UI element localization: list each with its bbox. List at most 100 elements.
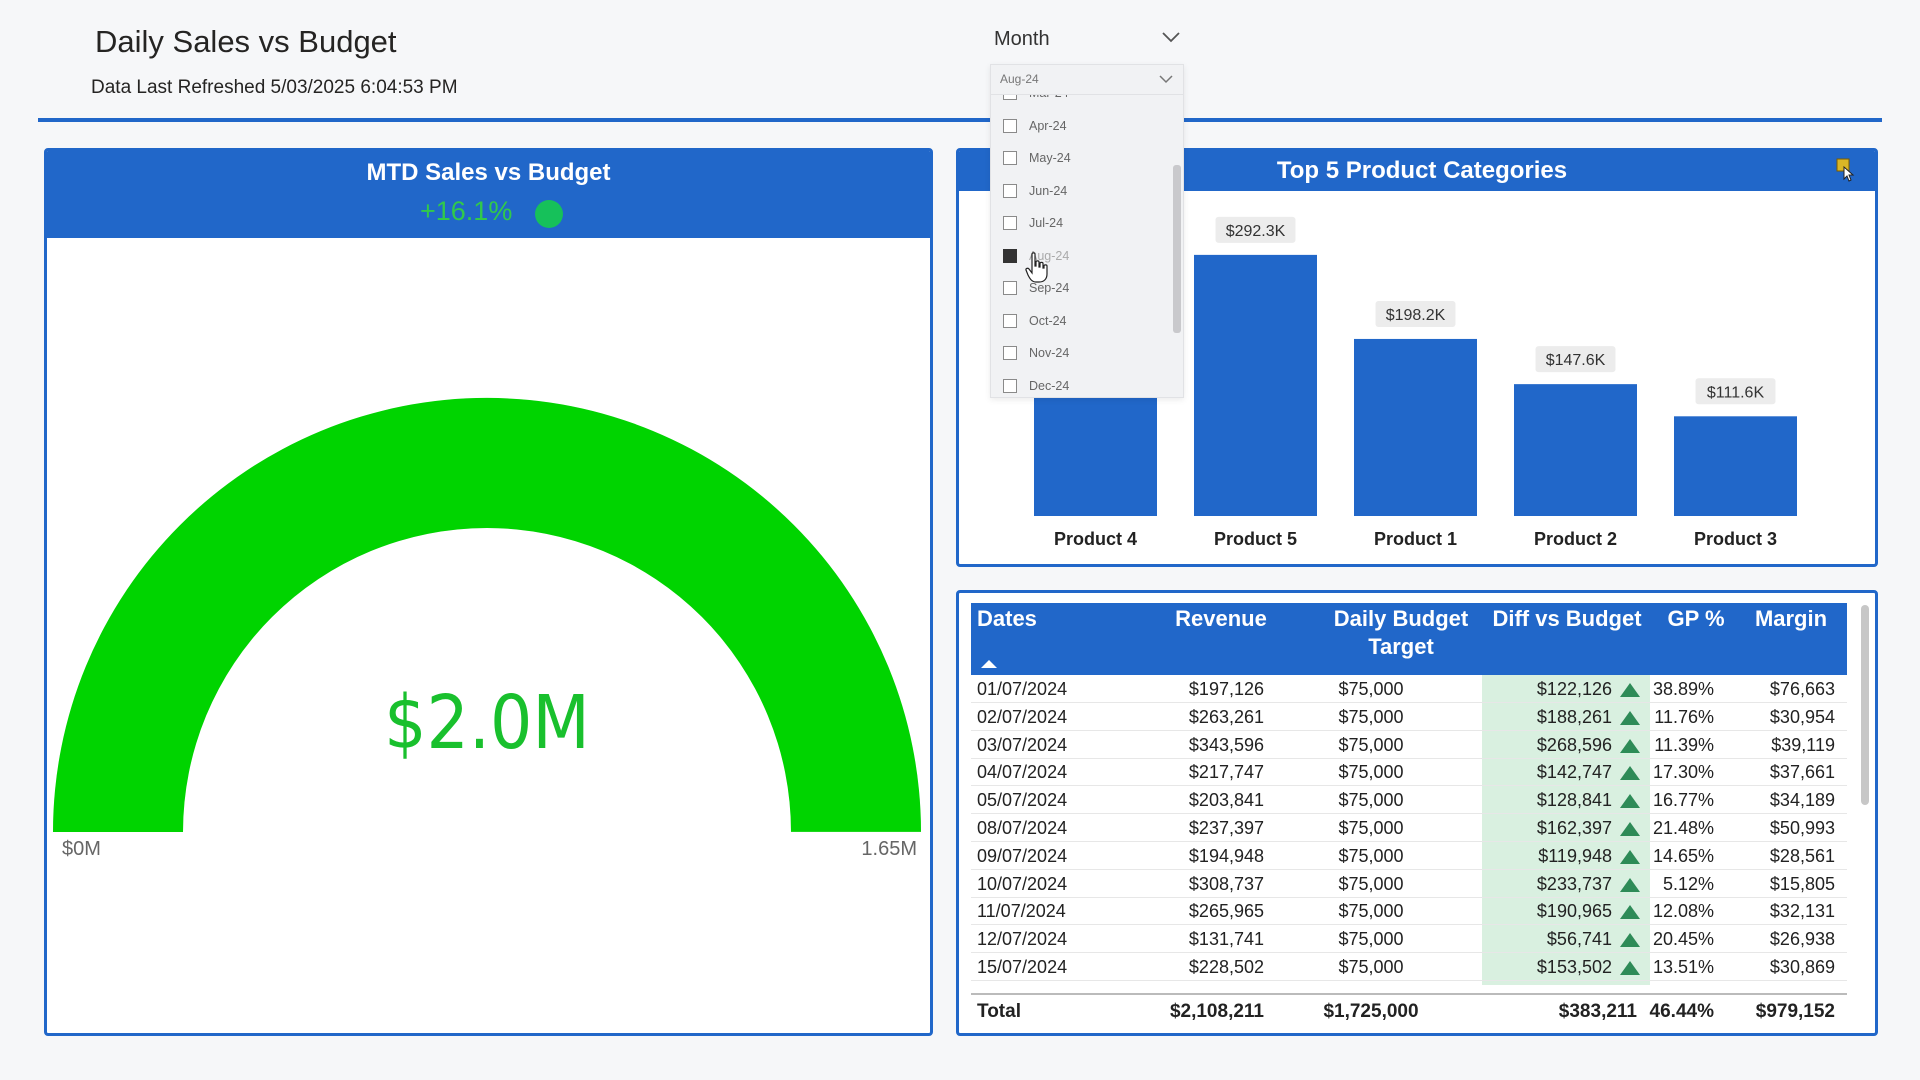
- up-arrow-icon: [1620, 738, 1640, 753]
- column-header[interactable]: Dates: [977, 606, 1037, 631]
- focus-mode-icon[interactable]: [1835, 157, 1857, 183]
- checkbox[interactable]: [1003, 346, 1017, 360]
- chevron-down-icon[interactable]: [1159, 74, 1173, 84]
- x-tick-label: Product 4: [1054, 529, 1137, 549]
- header-divider: [38, 118, 1882, 122]
- gauge-title: MTD Sales vs Budget: [366, 159, 611, 186]
- gauge-max-label: 1.65M: [861, 838, 917, 860]
- table-body[interactable]: 01/07/2024 $197,126 $75,000 $122,126 38.89% $…: [971, 675, 1847, 985]
- table-row[interactable]: 16/07/2024$326,807$75,000$251,8077.45%$2…: [971, 981, 1847, 986]
- table-cell: 13.51%: [1652, 957, 1714, 977]
- month-option-label: Oct-24: [1029, 313, 1067, 328]
- month-option[interactable]: Sep-24: [1003, 275, 1069, 301]
- daily-sales-table-card[interactable]: Dates Revenue Daily Budget Target Diff vs B…: [956, 590, 1878, 1036]
- month-option[interactable]: Nov-24: [1003, 340, 1069, 366]
- total-cell: $383,211: [1558, 1001, 1637, 1022]
- checkbox[interactable]: [1003, 313, 1017, 328]
- checkbox[interactable]: [1003, 378, 1017, 393]
- column-header[interactable]: Diff vs Budget: [1492, 606, 1642, 631]
- table-cell: $15,805: [1769, 873, 1835, 894]
- table-cell: 21.48%: [1652, 818, 1714, 838]
- table-row[interactable]: 12/07/2024 $131,741 $75,000 $56,741 20.45% $2…: [971, 925, 1847, 954]
- table-row[interactable]: 11/07/2024 $265,965 $75,000 $190,965 12.08% $…: [971, 897, 1847, 926]
- sort-ascending-icon[interactable]: [979, 659, 999, 669]
- checkbox[interactable]: [1003, 216, 1017, 230]
- month-option-label: Jul-24: [1029, 216, 1064, 230]
- month-option[interactable]: Jul-24: [1003, 210, 1063, 236]
- month-dropdown[interactable]: Aug-24 Mar-24 Apr-24 May-24 Jun-24 Jul-24 Aug…: [990, 64, 1184, 398]
- table-row[interactable]: 09/07/2024 $194,948 $75,000 $119,948 14.65% $…: [971, 842, 1847, 870]
- gauge-card-header: MTD Sales vs Budget +16.1%: [47, 151, 930, 238]
- gauge-chart: $2.0M $0M 1.65M: [52, 397, 921, 860]
- month-slicer-label[interactable]: Month: [994, 28, 1050, 50]
- bar-product-3[interactable]: [1674, 416, 1797, 516]
- month-option[interactable]: Mar-24: [1003, 95, 1069, 106]
- table-cell: 01/07/2024: [977, 679, 1068, 699]
- table-cell: $75,000: [1338, 845, 1404, 866]
- table-cell: $228,502: [1188, 957, 1264, 977]
- dropdown-scrollbar[interactable]: [1173, 165, 1181, 333]
- table-header: Dates Revenue Daily Budget Target Diff vs B…: [971, 603, 1847, 675]
- chevron-down-icon[interactable]: [1160, 26, 1182, 48]
- month-option[interactable]: Dec-24: [1003, 373, 1069, 398]
- table-cell: $308,737: [1188, 873, 1264, 894]
- checkbox[interactable]: [1003, 95, 1017, 100]
- bar-product-2[interactable]: [1514, 384, 1637, 516]
- month-dropdown-selected-value: Aug-24: [1000, 72, 1039, 86]
- table-cell: $128,841: [1536, 790, 1612, 811]
- mtd-sales-gauge-card[interactable]: MTD Sales vs Budget +16.1% $2.0M $0M 1.6…: [44, 148, 933, 1036]
- column-header[interactable]: Revenue: [1175, 606, 1267, 631]
- data-label-background: [1375, 300, 1456, 327]
- table-cell: $142,747: [1536, 762, 1612, 783]
- x-tick-label: Product 2: [1534, 529, 1617, 549]
- month-option-label: May-24: [1029, 151, 1071, 165]
- column-header[interactable]: Daily Budget Target: [1333, 606, 1469, 659]
- bar-product-1[interactable]: [1354, 338, 1477, 516]
- table-cell: $75,000: [1338, 762, 1404, 783]
- table-cell: 5.12%: [1662, 873, 1714, 894]
- checkbox[interactable]: [1003, 151, 1017, 165]
- table-cell: 11/07/2024: [977, 901, 1066, 922]
- month-option[interactable]: Aug-24: [1003, 243, 1069, 269]
- column-header[interactable]: Margin: [1754, 606, 1828, 631]
- table-row[interactable]: 10/07/2024 $308,737 $75,000 $233,737 5.12% $1…: [971, 870, 1847, 898]
- table-cell: $119,948: [1538, 845, 1612, 866]
- table-row[interactable]: 15/07/2024 $228,502 $75,000 $153,502 13.51% $…: [971, 953, 1847, 981]
- table-cell: 15/07/2024: [977, 957, 1068, 977]
- month-option-label: Aug-24: [1029, 248, 1070, 263]
- month-option[interactable]: Jun-24: [1003, 178, 1067, 204]
- table-row[interactable]: 08/07/2024 $237,397 $75,000 $162,397 21.48% $…: [971, 814, 1847, 842]
- table-cell: $203,841: [1188, 790, 1264, 811]
- month-option-label: Nov-24: [1029, 346, 1070, 360]
- table-row[interactable]: 05/07/2024 $203,841 $75,000 $128,841 16.77% $…: [971, 786, 1847, 815]
- table-row[interactable]: 01/07/2024 $197,126 $75,000 $122,126 38.89% $…: [971, 675, 1847, 703]
- month-option[interactable]: Oct-24: [1003, 308, 1067, 334]
- checkbox[interactable]: [1003, 118, 1017, 133]
- checkbox[interactable]: [1003, 248, 1017, 263]
- month-dropdown-list[interactable]: Mar-24 Apr-24 May-24 Jun-24 Jul-24 Aug-24 Sep-…: [991, 95, 1183, 397]
- table-cell: 12/07/2024: [977, 929, 1068, 950]
- month-option[interactable]: Apr-24: [1003, 113, 1067, 139]
- table-scrollbar[interactable]: [1861, 605, 1869, 805]
- up-arrow-icon: [1620, 766, 1640, 781]
- table-cell: $39,119: [1771, 734, 1835, 755]
- table-cell: $50,993: [1769, 818, 1835, 838]
- table-cell: $75,000: [1338, 706, 1404, 727]
- month-option[interactable]: May-24: [1003, 145, 1071, 171]
- table-row[interactable]: 04/07/2024 $217,747 $75,000 $142,747 17.30% $…: [971, 758, 1847, 787]
- table-cell: $75,000: [1338, 929, 1404, 950]
- column-header[interactable]: GP %: [1667, 606, 1725, 631]
- checkbox[interactable]: [1003, 281, 1017, 295]
- table-cell: 03/07/2024: [977, 734, 1068, 755]
- table-row[interactable]: 02/07/2024 $263,261 $75,000 $188,261 11.76% $…: [971, 703, 1847, 731]
- table-cell: $265,965: [1188, 901, 1264, 922]
- checkbox[interactable]: [1003, 183, 1017, 198]
- bar-product-5[interactable]: [1194, 254, 1317, 516]
- month-dropdown-selected[interactable]: Aug-24: [991, 65, 1183, 95]
- data-label-background: [1535, 346, 1616, 373]
- table-row[interactable]: 03/07/2024 $343,596 $75,000 $268,596 11.39% $…: [971, 731, 1847, 759]
- table-cell: 14.65%: [1652, 845, 1714, 866]
- table-cell: $153,502: [1536, 957, 1612, 977]
- table-cell: $190,965: [1536, 901, 1612, 922]
- data-refreshed-text: Data Last Refreshed 5/03/2025 6:04:53 PM: [91, 77, 458, 98]
